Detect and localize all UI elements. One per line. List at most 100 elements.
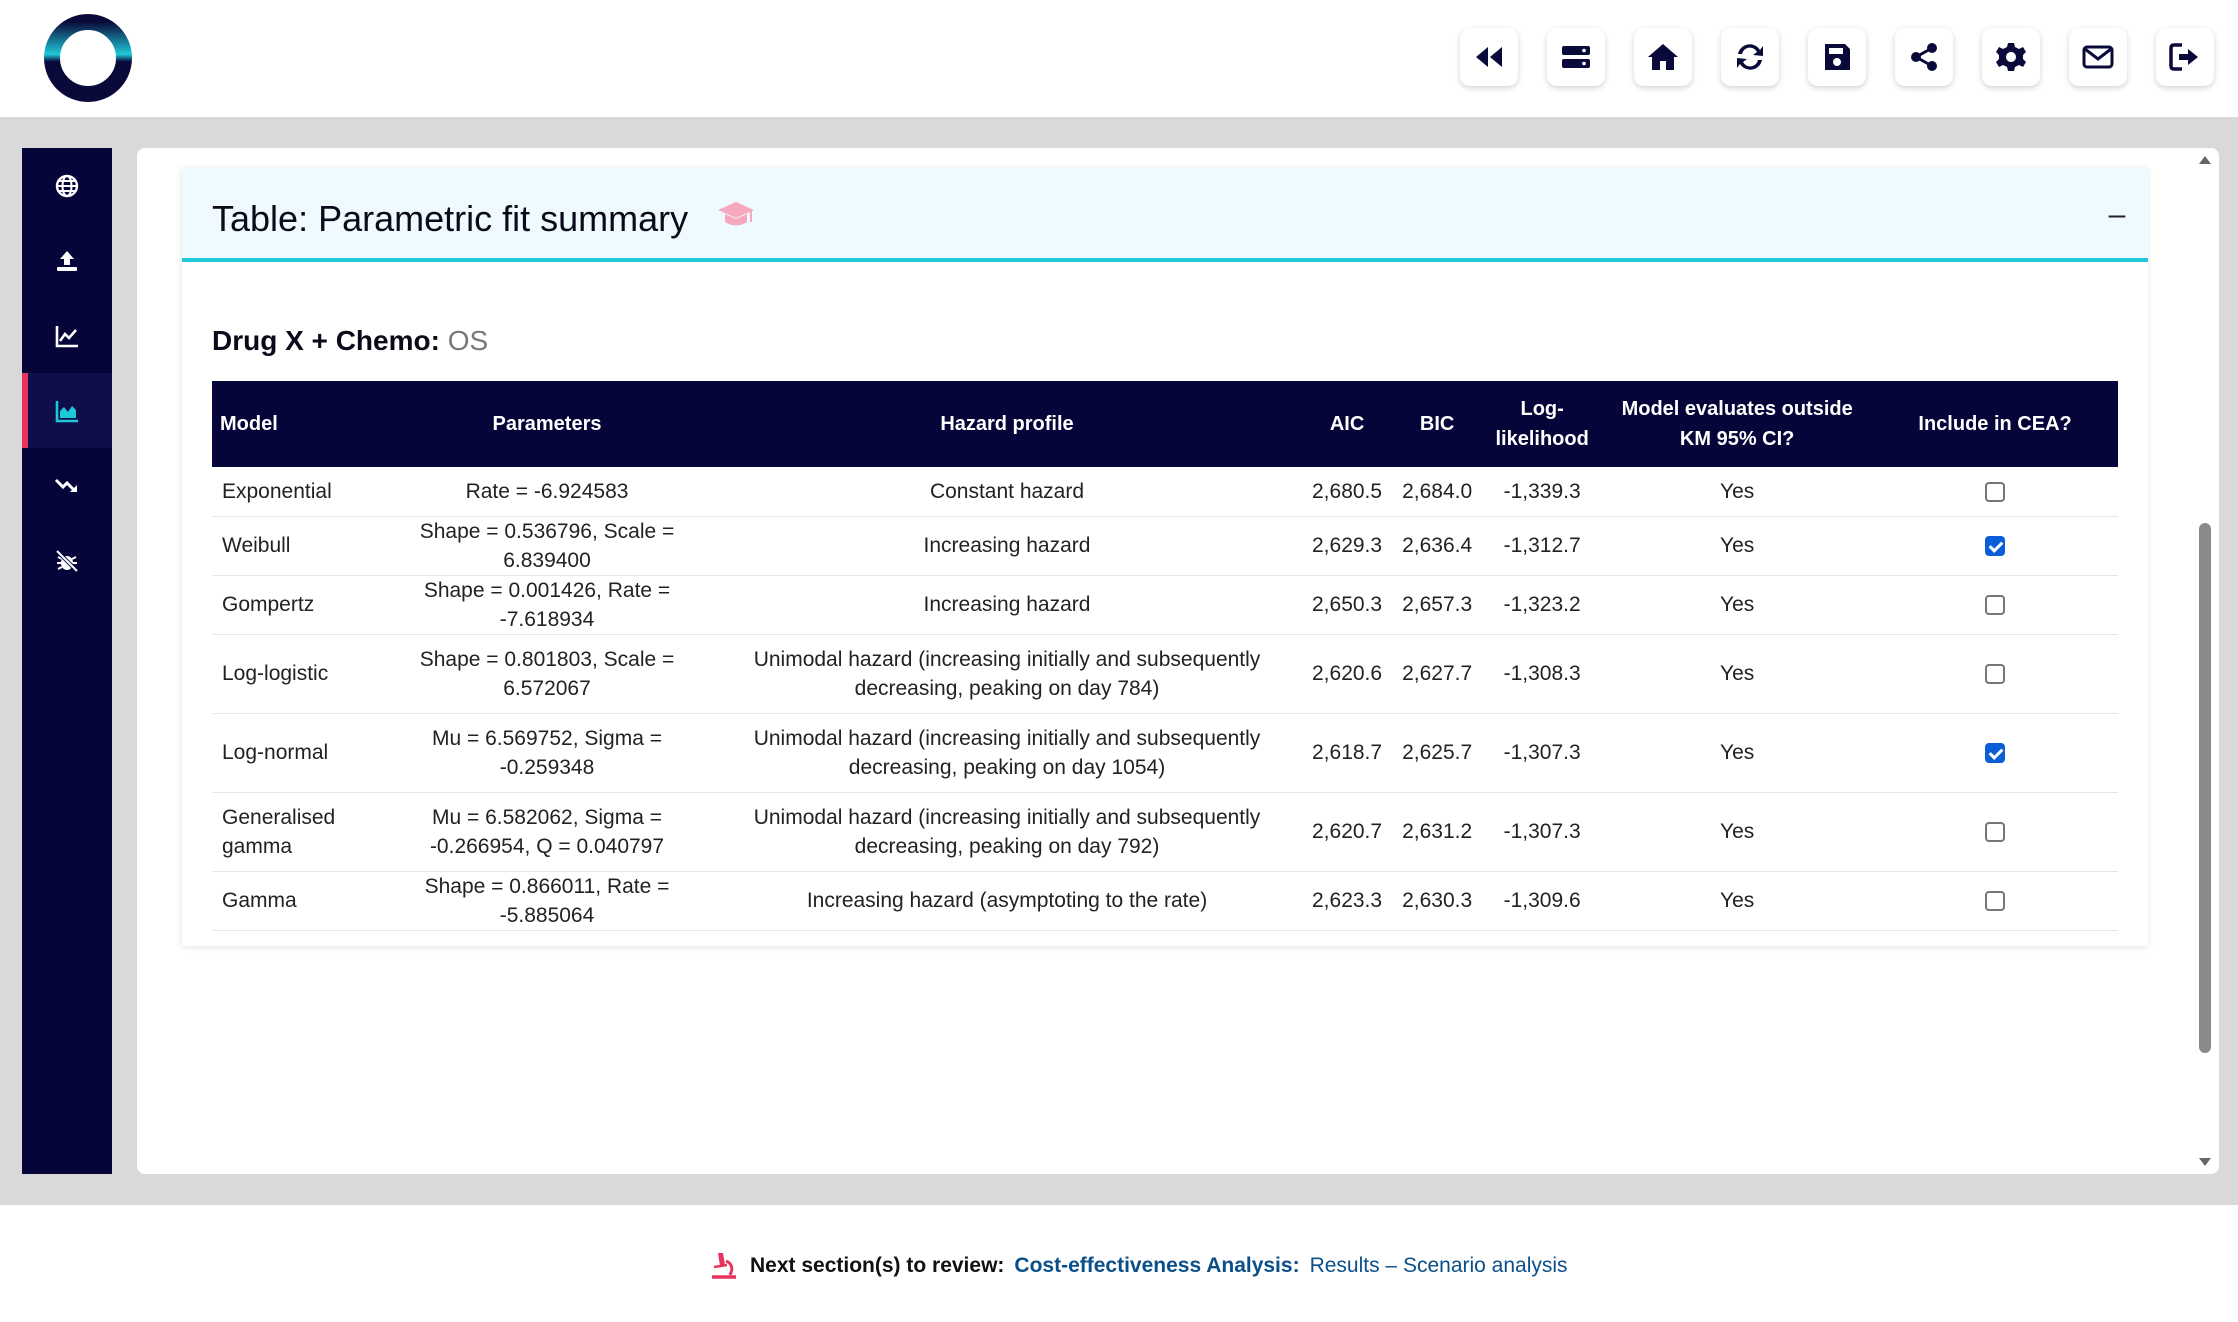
include-in-cea-checkbox[interactable] [1985, 743, 2006, 764]
scroll-up-arrow[interactable] [2199, 156, 2211, 164]
cell-include-cea [1872, 871, 2118, 931]
main-panel: Table: Parametric fit summary – Drug X +… [137, 148, 2219, 1174]
next-section-link-section[interactable]: Cost-effectiveness Analysis: [1014, 1254, 1300, 1277]
next-section-link-page[interactable]: Results – Scenario analysis [1309, 1254, 1568, 1277]
bug-slash-icon [55, 549, 79, 572]
cell-hazard: Increasing hazard [712, 516, 1302, 576]
cell-include-cea [1872, 634, 2118, 714]
logout-icon [2169, 43, 2198, 71]
table-row: Log-normal Mu = 6.569752, Sigma = -0.2593… [212, 713, 2118, 793]
next-section-line: Next section(s) to review: Cost-effectiv… [708, 1251, 1568, 1281]
scrollbar[interactable] [2193, 148, 2219, 1174]
cell-bic: 2,636.4 [1392, 516, 1483, 576]
share-button[interactable] [1895, 28, 1953, 86]
scroll-down-arrow[interactable] [2199, 1158, 2211, 1166]
cell-bic: 2,627.7 [1392, 634, 1483, 714]
cell-include-cea [1872, 516, 2118, 576]
cell-aic: 2,680.5 [1302, 467, 1393, 517]
graduation-cap-icon[interactable] [716, 198, 756, 232]
logo-icon[interactable] [42, 14, 134, 102]
cell-loglik: -1,307.3 [1482, 713, 1603, 793]
header-bic: BIC [1419, 413, 1455, 435]
cell-bic: 2,657.3 [1392, 575, 1483, 635]
cell-bic: 2,625.7 [1392, 713, 1483, 793]
cell-loglik: -1,308.3 [1482, 634, 1603, 714]
sidebar-item-area-chart[interactable] [22, 373, 112, 448]
globe-icon [55, 174, 79, 197]
cell-aic: 2,620.7 [1302, 792, 1393, 872]
microscope-icon [712, 1253, 736, 1279]
include-in-cea-checkbox[interactable] [1985, 482, 2006, 503]
cell-loglik: -1,312.7 [1482, 516, 1603, 576]
cell-hazard: Unimodal hazard (increasing initially an… [712, 792, 1302, 872]
toolbar [1460, 28, 2214, 86]
refresh-button[interactable] [1721, 28, 1779, 86]
home-icon [1648, 44, 1678, 70]
cell-km: Yes [1602, 713, 1873, 793]
sidebar-item-bug[interactable] [22, 523, 112, 598]
cell-include-cea [1872, 713, 2118, 793]
cell-bic: 2,631.2 [1392, 792, 1483, 872]
header-hazard: Hazard profile [940, 413, 1074, 435]
cell-km: Yes [1602, 575, 1873, 635]
cell-hazard: Unimodal hazard (increasing initially an… [712, 634, 1302, 714]
include-in-cea-checkbox[interactable] [1985, 822, 2006, 843]
mail-button[interactable] [2069, 28, 2127, 86]
upload-icon [57, 250, 77, 271]
cell-model: Log-normal [212, 713, 382, 793]
card-title: Table: Parametric fit summary [212, 198, 689, 239]
rewind-button[interactable] [1460, 28, 1518, 86]
header-loglik: Log-likelihood [1495, 398, 1589, 450]
logout-button[interactable] [2156, 28, 2214, 86]
next-section-label: Next section(s) to review: [750, 1254, 1005, 1277]
subhead-drug: Drug X + Chemo: [212, 325, 440, 356]
subhead-endpoint: OS [447, 325, 489, 356]
sidebar [22, 148, 112, 1174]
cell-bic: 2,684.0 [1392, 467, 1483, 517]
include-in-cea-checkbox[interactable] [1985, 536, 2006, 557]
collapse-button[interactable]: – [2108, 198, 2126, 231]
cell-include-cea [1872, 792, 2118, 872]
settings-button[interactable] [1982, 28, 2040, 86]
server-icon [1562, 46, 1590, 68]
cell-aic: 2,650.3 [1302, 575, 1393, 635]
save-button[interactable] [1808, 28, 1866, 86]
cell-model: Exponential [212, 467, 382, 517]
header-model: Model [220, 413, 278, 435]
sidebar-item-globe[interactable] [22, 148, 112, 223]
cell-model: Generalised gamma [212, 792, 382, 872]
cell-parameters: Mu = 6.582062, Sigma = -0.266954, Q = 0.… [382, 792, 712, 872]
mail-icon [2082, 45, 2114, 69]
cell-km: Yes [1602, 516, 1873, 576]
home-button[interactable] [1634, 28, 1692, 86]
cell-km: Yes [1602, 871, 1873, 931]
header-cea: Include in CEA? [1918, 413, 2072, 435]
cell-parameters: Shape = 0.001426, Rate = -7.618934 [382, 575, 712, 635]
sidebar-item-upload[interactable] [22, 223, 112, 298]
include-in-cea-checkbox[interactable] [1985, 595, 2006, 616]
cell-parameters: Shape = 0.536796, Scale = 6.839400 [382, 516, 712, 576]
scroll-thumb[interactable] [2199, 523, 2211, 1053]
header-parameters: Parameters [492, 413, 602, 435]
cell-loglik: -1,323.2 [1482, 575, 1603, 635]
cell-hazard: Unimodal hazard (increasing initially an… [712, 713, 1302, 793]
fit-summary-card: Table: Parametric fit summary – Drug X +… [182, 168, 2148, 946]
cell-aic: 2,620.6 [1302, 634, 1393, 714]
server-button[interactable] [1547, 28, 1605, 86]
cell-include-cea [1872, 467, 2118, 517]
sidebar-item-trend-down[interactable] [22, 448, 112, 523]
line-chart-icon [55, 325, 78, 347]
cell-parameters: Shape = 0.866011, Rate = -5.885064 [382, 871, 712, 931]
cell-include-cea [1872, 575, 2118, 635]
cell-parameters: Mu = 6.569752, Sigma = -0.259348 [382, 713, 712, 793]
include-in-cea-checkbox[interactable] [1985, 664, 2006, 685]
include-in-cea-checkbox[interactable] [1985, 891, 2006, 912]
cell-aic: 2,623.3 [1302, 871, 1393, 931]
trend-down-icon [54, 478, 77, 492]
table-row: Generalised gamma Mu = 6.582062, Sigma = … [212, 792, 2118, 872]
card-header: Table: Parametric fit summary – [182, 168, 2148, 262]
table-row: Gompertz Shape = 0.001426, Rate = -7.6189… [212, 575, 2118, 635]
table-header-row: Model Parameters Hazard profile AIC BIC … [212, 381, 2118, 467]
cell-loglik: -1,339.3 [1482, 467, 1603, 517]
sidebar-item-line-chart[interactable] [22, 298, 112, 373]
